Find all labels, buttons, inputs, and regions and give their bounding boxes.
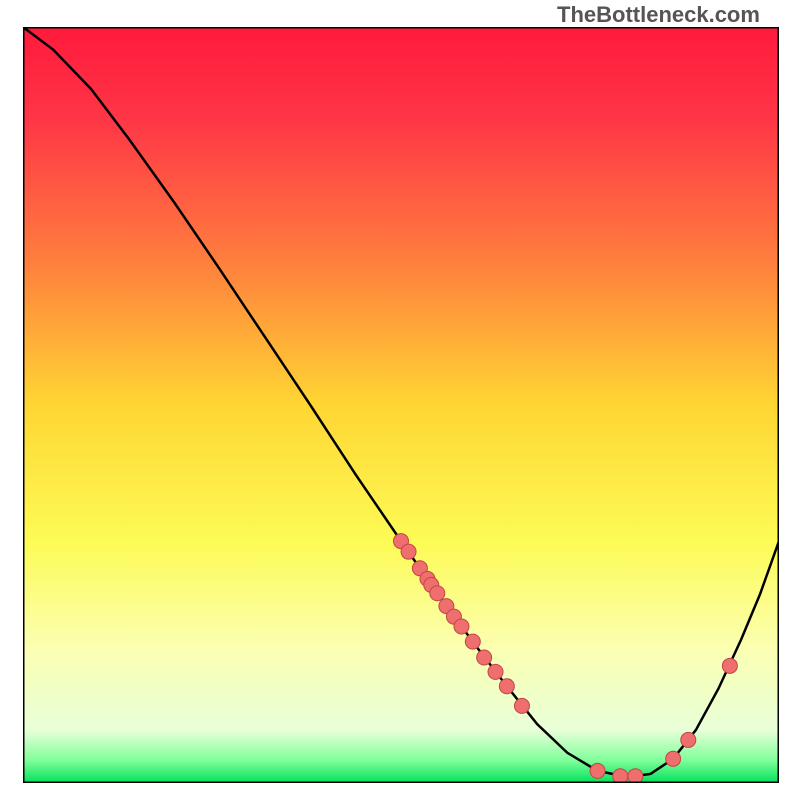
data-marker	[488, 664, 503, 679]
data-marker	[514, 698, 529, 713]
data-marker	[628, 769, 643, 783]
data-marker	[465, 634, 480, 649]
gradient-background	[23, 27, 779, 783]
data-marker	[401, 544, 416, 559]
chart-area: TheBottleneck.com	[0, 0, 800, 800]
chart-svg	[23, 27, 779, 783]
data-marker	[430, 586, 445, 601]
data-marker	[613, 769, 628, 783]
data-marker	[590, 763, 605, 778]
data-marker	[722, 658, 737, 673]
data-marker	[499, 679, 514, 694]
data-marker	[477, 650, 492, 665]
attribution-text: TheBottleneck.com	[557, 2, 760, 28]
data-marker	[681, 732, 696, 747]
data-marker	[454, 619, 469, 634]
data-marker	[666, 751, 681, 766]
plot-box	[23, 27, 779, 783]
